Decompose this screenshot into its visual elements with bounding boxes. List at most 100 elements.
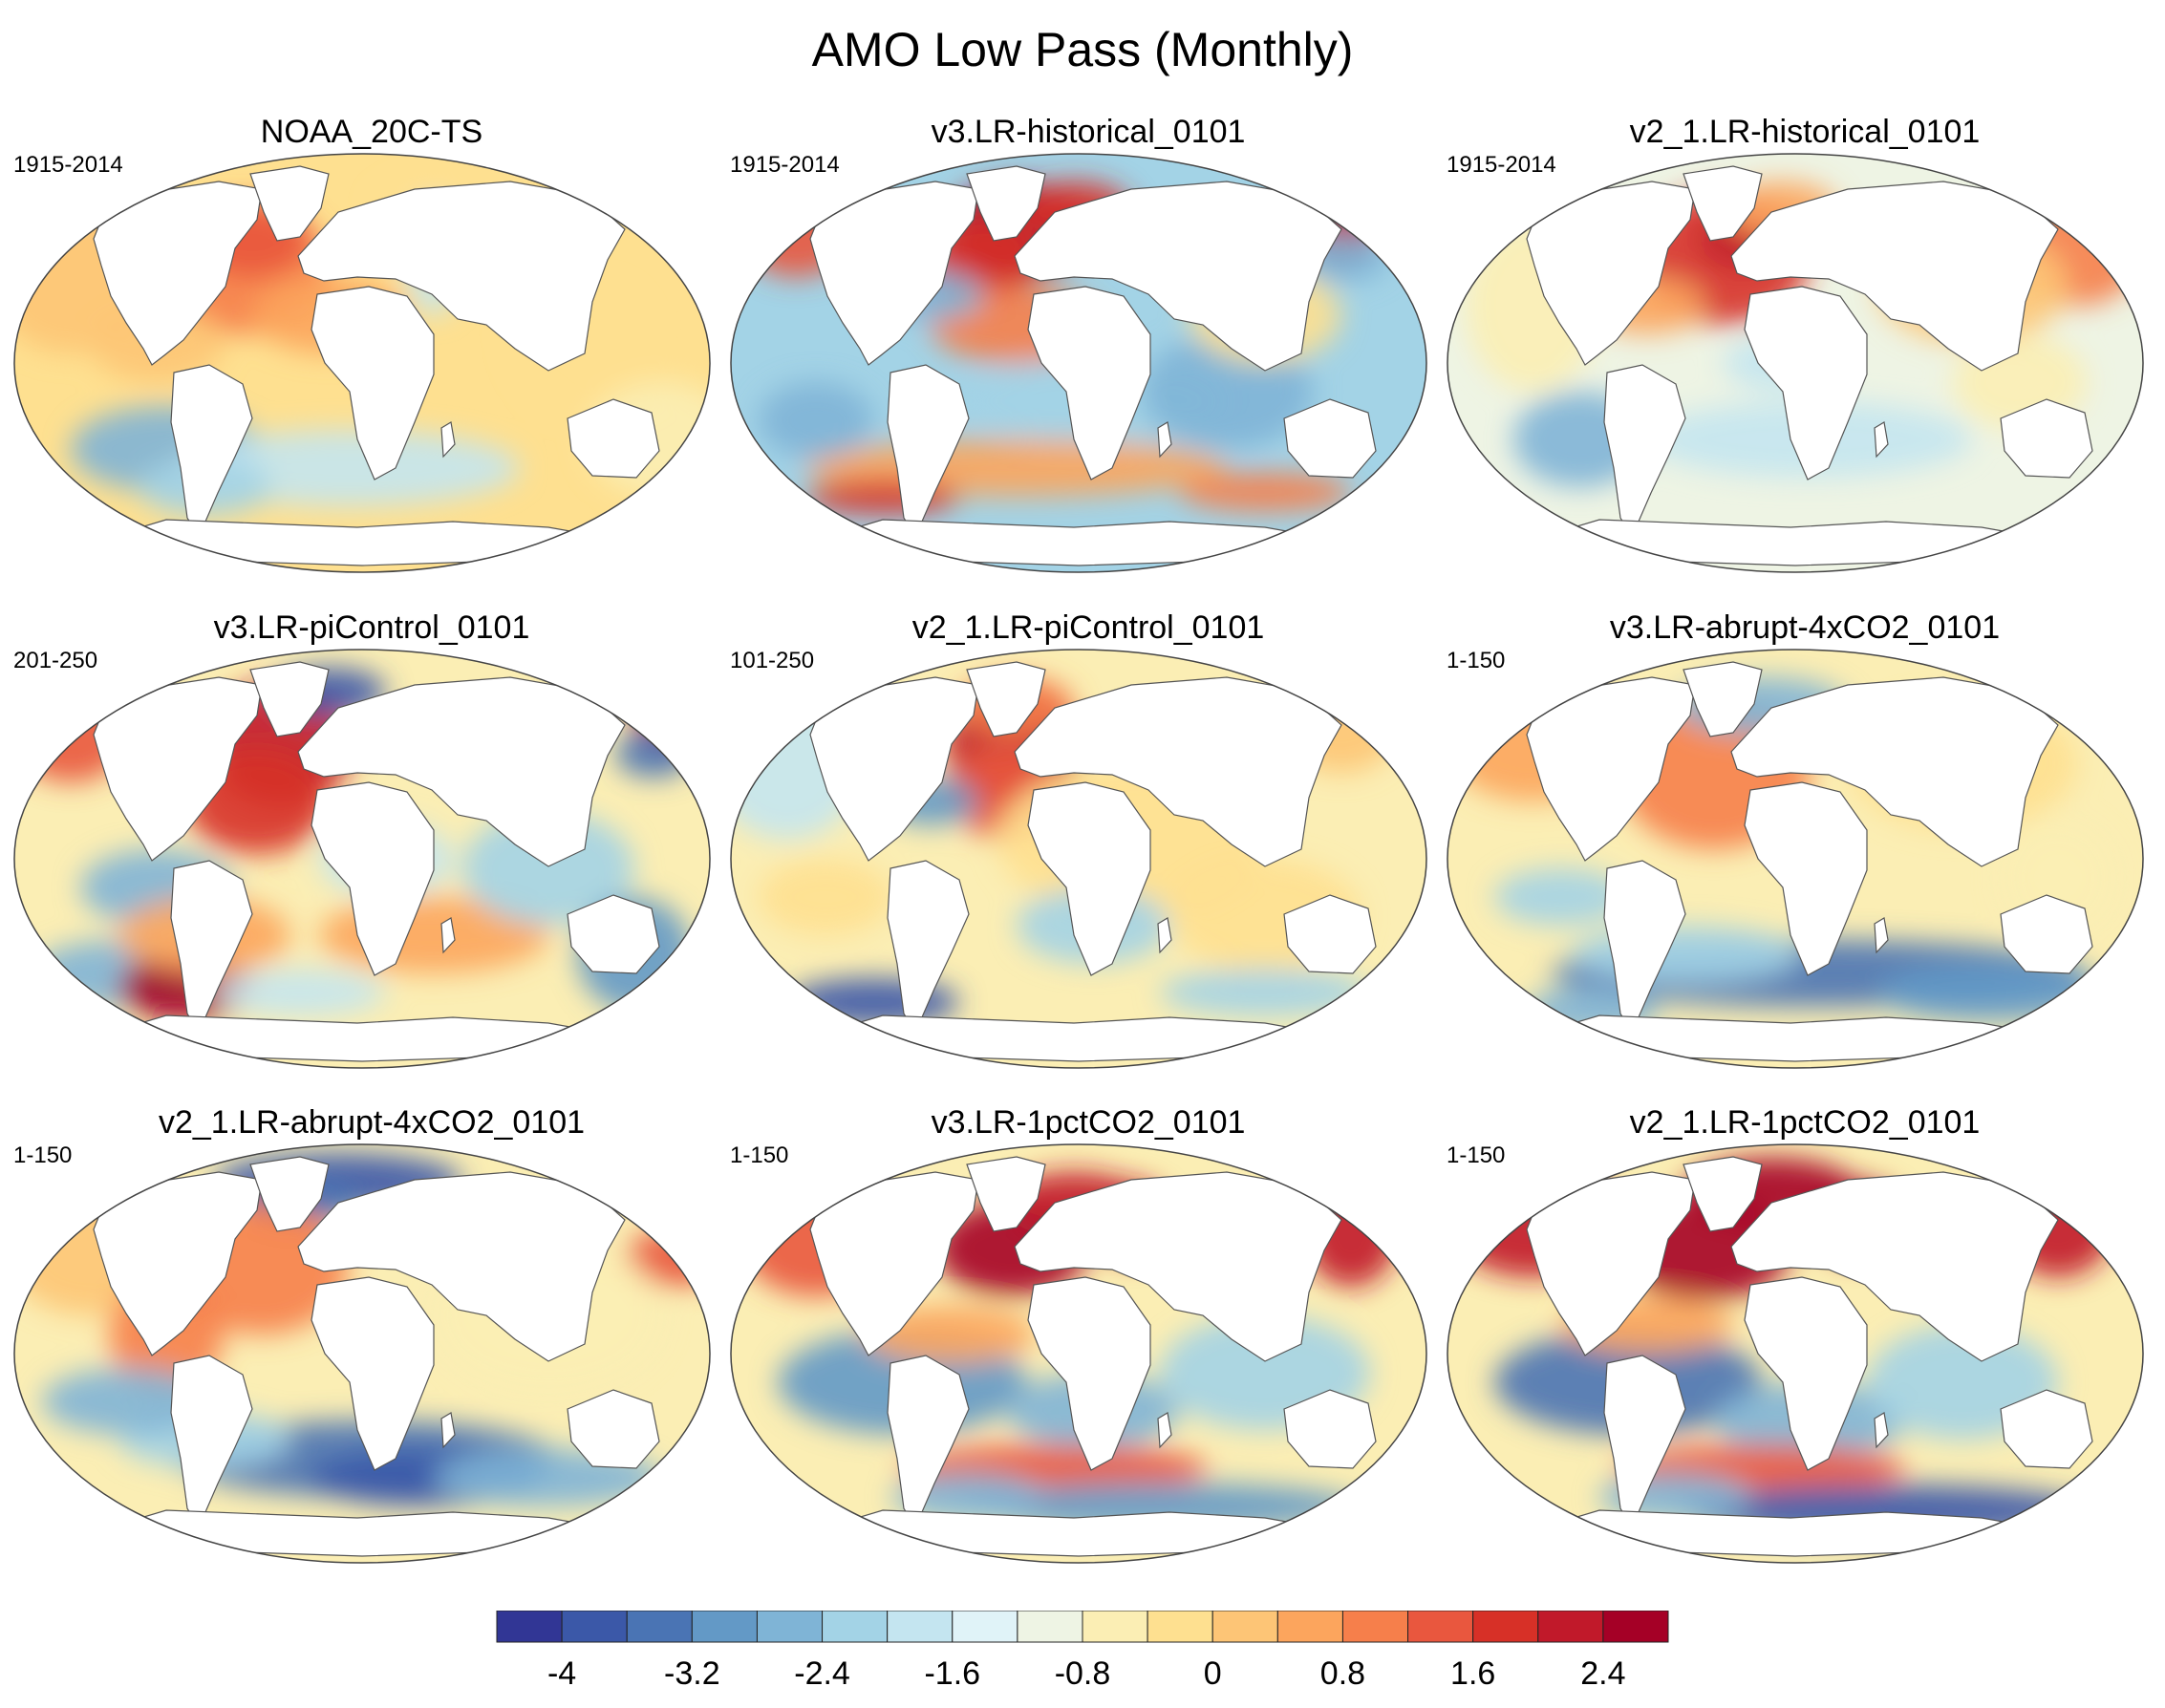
land-eurasia (297, 1171, 626, 1362)
sst-map (1447, 649, 2144, 1069)
land-africa (311, 286, 435, 480)
land-madagascar (1157, 421, 1172, 459)
land-antarctica (89, 1014, 635, 1062)
colorbar: -4-3.2-2.4-1.6-0.800.81.62.43.24 (496, 1611, 1669, 1692)
sst-map (730, 649, 1427, 1069)
land-africa (1027, 1276, 1151, 1471)
sst-map (730, 1143, 1427, 1564)
land-south-america (887, 1355, 970, 1529)
land-madagascar (440, 421, 456, 459)
anomaly-region (1494, 868, 1628, 926)
land-australia (567, 398, 660, 479)
land-madagascar (1157, 1412, 1172, 1449)
land-madagascar (1874, 917, 1889, 954)
land-south-america (887, 364, 970, 539)
colorbar-swatch (1341, 1611, 1409, 1643)
land-antarctica (805, 1509, 1352, 1557)
colorbar-swatch (1472, 1611, 1539, 1643)
land-eurasia (297, 676, 626, 867)
land-madagascar (440, 917, 456, 954)
panel-period-label: 1-150 (1447, 648, 1506, 673)
colorbar-swatch (1537, 1611, 1604, 1643)
map-border (13, 153, 711, 573)
map-border (730, 153, 1427, 573)
anomaly-region (1571, 926, 1800, 983)
land-greenland (1683, 661, 1763, 737)
colorbar-swatch (1017, 1611, 1083, 1643)
colorbar-tick-label: -0.8 (1055, 1655, 1111, 1692)
panel-title: v3.LR-historical_0101 (931, 114, 1246, 150)
land-africa (1027, 286, 1151, 480)
land-eurasia (1014, 676, 1342, 867)
colorbar-swatch (952, 1611, 1018, 1643)
anomaly-region (42, 1368, 214, 1435)
land-africa (311, 781, 435, 976)
land-antarctica (805, 519, 1352, 566)
sst-map (1447, 1143, 2144, 1564)
panel-title: v2_1.LR-abrupt-4xCO2_0101 (158, 1104, 586, 1141)
anomaly-region (462, 811, 634, 926)
anomaly-region (214, 969, 386, 1016)
land-eurasia (297, 181, 626, 372)
panel-title: v2_1.LR-historical_0101 (1629, 114, 1981, 150)
land-eurasia (1014, 1171, 1342, 1362)
panel-period-label: 1-150 (1447, 1142, 1506, 1168)
land-eurasia (1730, 676, 2059, 867)
panel-period-label: 101-250 (730, 648, 815, 673)
panel-title: v2_1.LR-piControl_0101 (911, 609, 1265, 646)
land-eurasia (1730, 181, 2059, 372)
anomaly-region (759, 859, 892, 935)
colorbar-swatch (756, 1611, 824, 1643)
land-greenland (249, 1156, 330, 1232)
colorbar-swatch (1602, 1611, 1669, 1643)
map-border (1447, 649, 2144, 1069)
land-antarctica (89, 1509, 635, 1557)
anomaly-region (1160, 969, 1370, 1016)
land-australia (567, 1389, 660, 1469)
land-south-america (887, 860, 970, 1035)
land-antarctica (1522, 519, 2069, 566)
anomaly-region (615, 730, 692, 778)
panel-period-label: 1915-2014 (730, 152, 840, 178)
anomaly-region (1876, 964, 2106, 1021)
sst-map (13, 649, 711, 1069)
sst-map (13, 1143, 711, 1564)
map-border (730, 649, 1427, 1069)
map-panel: v3.LR-piControl_0101 201-250 (13, 608, 730, 1086)
land-australia (1283, 894, 1377, 974)
map-panel: v3.LR-1pctCO2_0101 1-150 (730, 1103, 1447, 1581)
panel-period-label: 1-150 (730, 1142, 789, 1168)
colorbar-swatch (626, 1611, 693, 1643)
land-africa (1744, 1276, 1868, 1471)
colorbar-swatch (496, 1611, 563, 1643)
land-north-america (809, 676, 979, 862)
land-north-america (93, 1171, 263, 1356)
sst-map (1447, 153, 2144, 573)
panel-period-label: 1-150 (13, 1142, 73, 1168)
land-north-america (809, 1171, 979, 1356)
land-north-america (93, 181, 263, 366)
land-australia (2000, 398, 2093, 479)
land-australia (1283, 1389, 1377, 1469)
map-border (1447, 153, 2144, 573)
colorbar-tick-label: -1.6 (924, 1655, 980, 1692)
panel-period-label: 201-250 (13, 648, 98, 673)
land-south-america (170, 364, 253, 539)
land-africa (311, 1276, 435, 1471)
land-australia (2000, 1389, 2093, 1469)
land-eurasia (1014, 181, 1342, 372)
figure-title: AMO Low Pass (Monthly) (811, 23, 1354, 76)
colorbar-swatch (691, 1611, 758, 1643)
anomaly-region (1179, 473, 1351, 511)
colorbar-tick-label: 0.8 (1320, 1655, 1365, 1692)
colorbar-swatch (887, 1611, 954, 1643)
colorbar-tick-label: -2.4 (794, 1655, 850, 1692)
land-north-america (1526, 1171, 1696, 1356)
land-africa (1744, 781, 1868, 976)
map-panel: v2_1.LR-historical_0101 1915-2014 (1447, 113, 2163, 590)
panel-period-label: 1915-2014 (1447, 152, 1556, 178)
colorbar-tick-label: -3.2 (664, 1655, 720, 1692)
land-north-america (93, 676, 263, 862)
map-panel: v2_1.LR-piControl_0101 101-250 (730, 608, 1447, 1086)
land-madagascar (1874, 1412, 1889, 1449)
